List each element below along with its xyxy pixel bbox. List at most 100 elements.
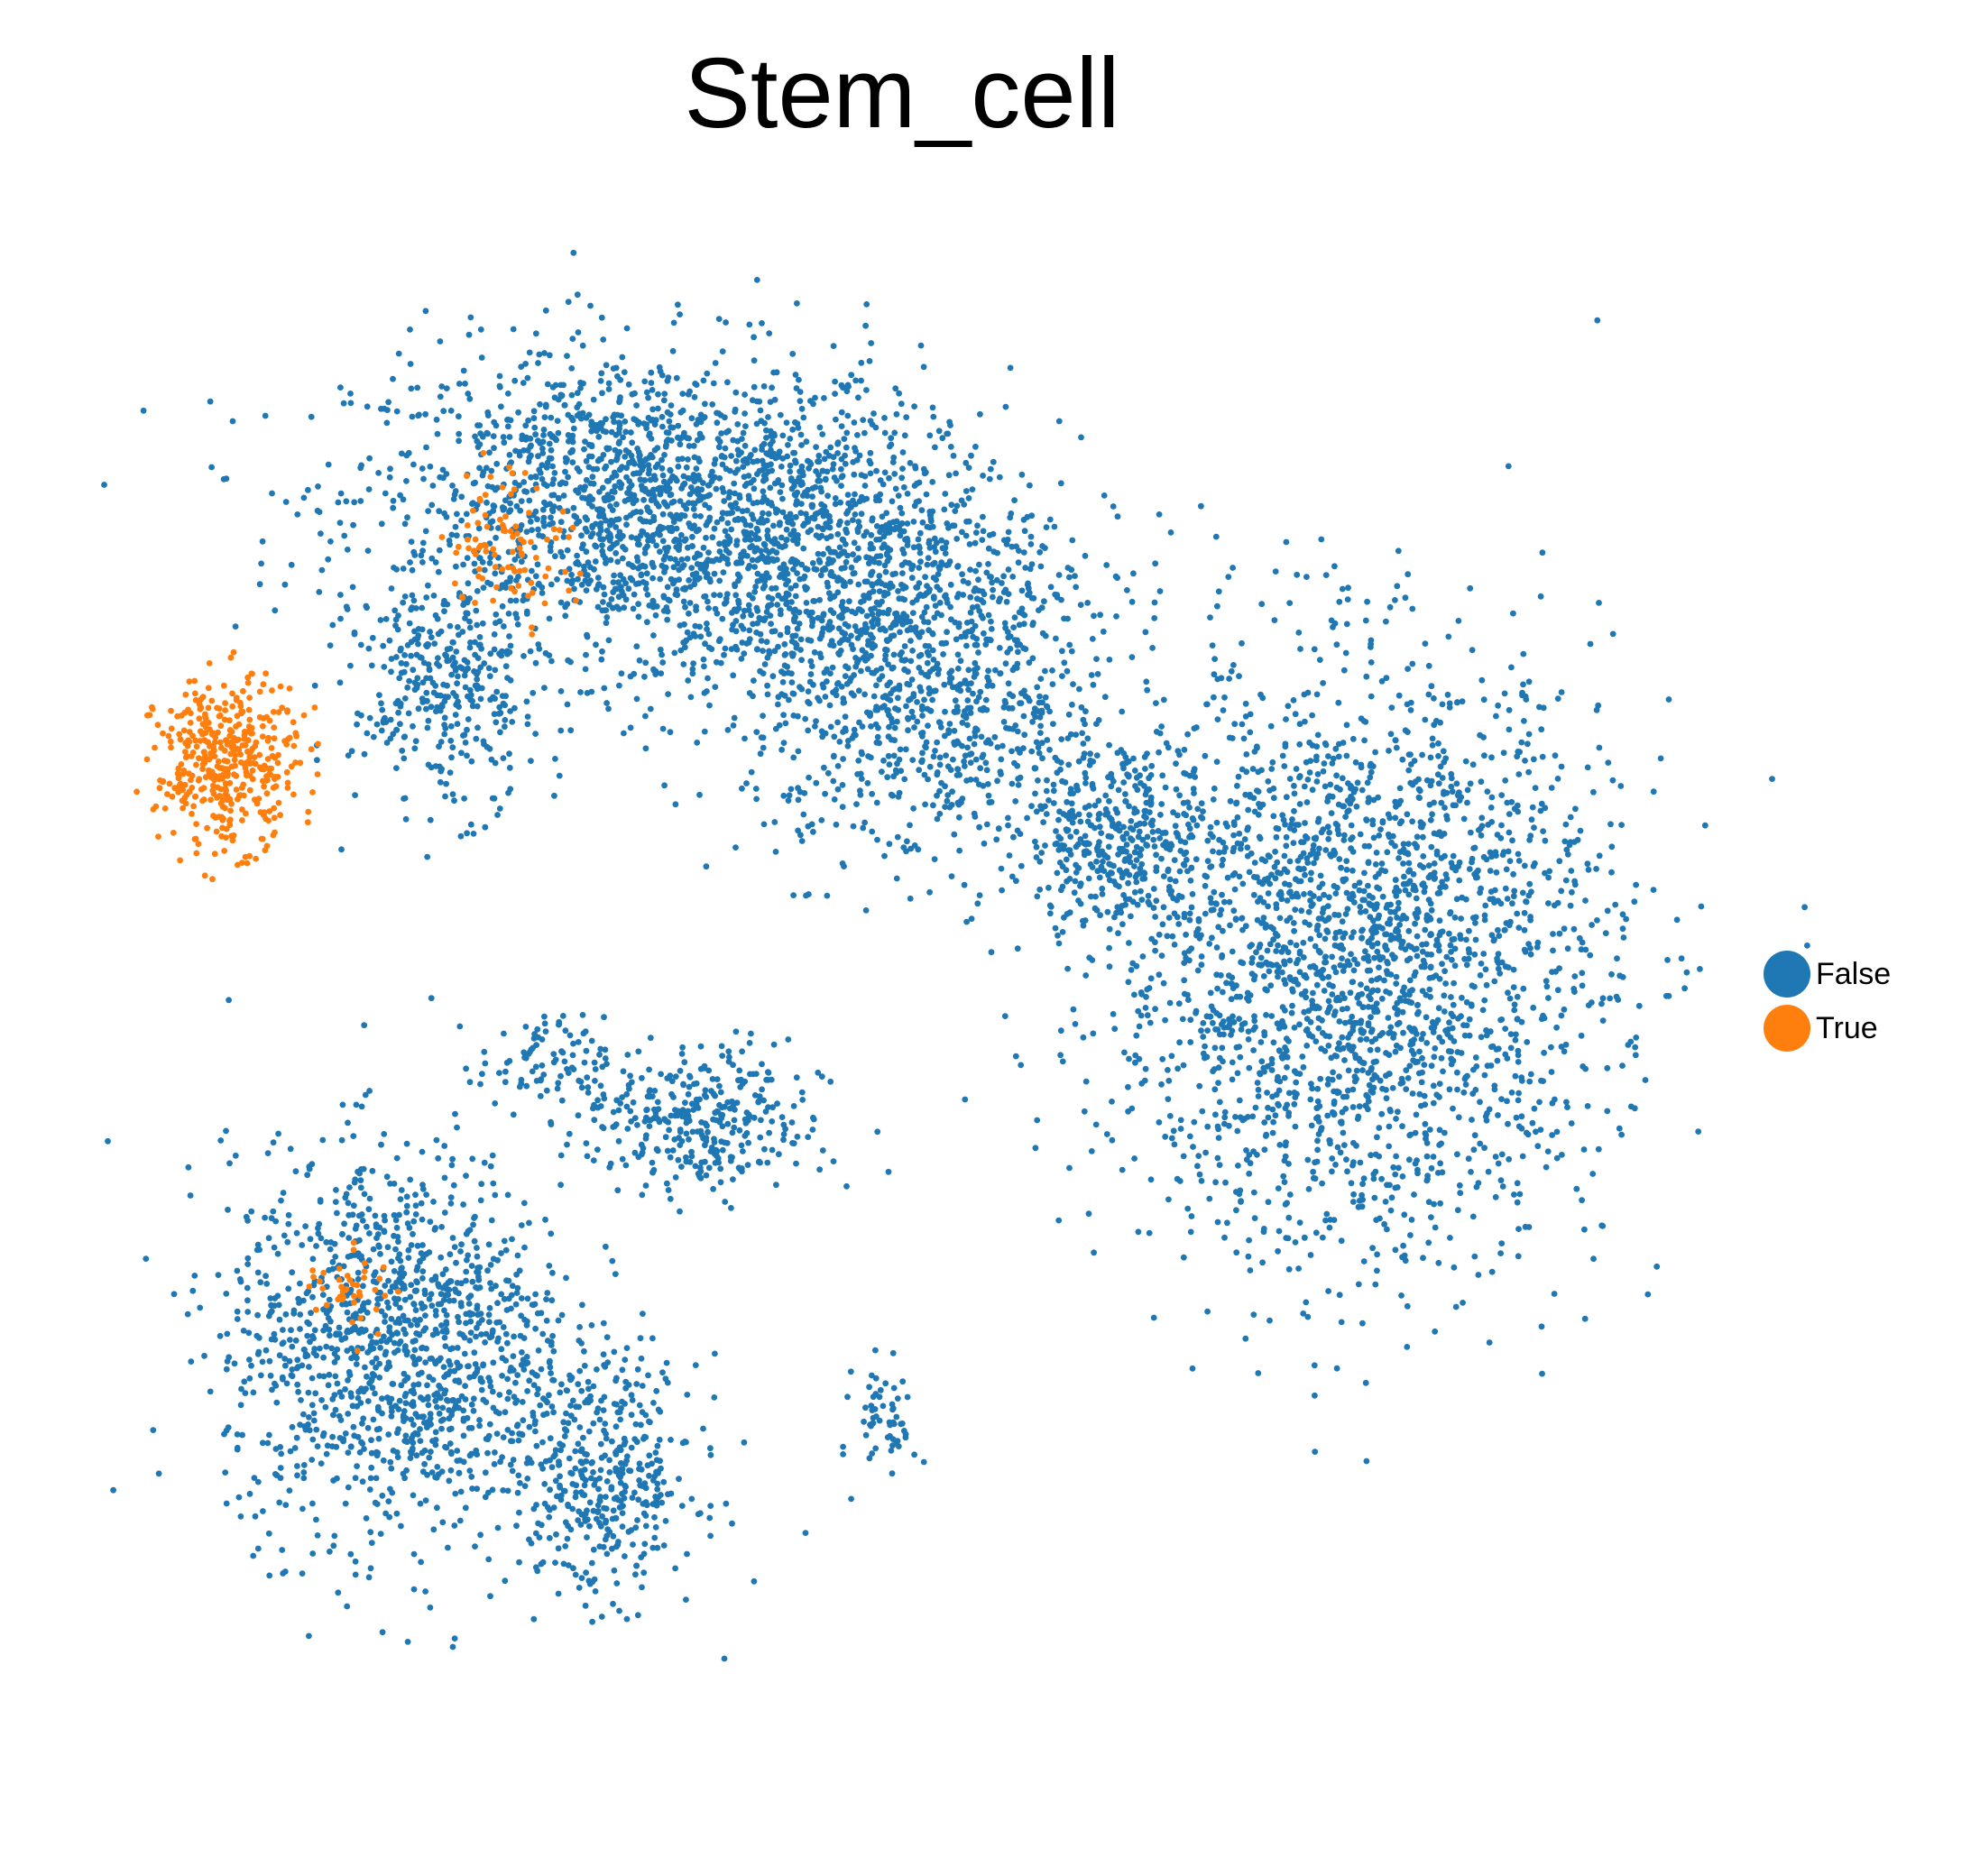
point-false: [1451, 945, 1459, 952]
point-false: [706, 492, 713, 499]
point-false: [1121, 870, 1128, 877]
point-false: [657, 548, 663, 555]
point-false: [884, 682, 891, 689]
point-false: [581, 446, 587, 453]
point-false: [863, 612, 870, 620]
point-false: [569, 336, 576, 342]
point-false: [1448, 783, 1455, 790]
point-false: [1418, 1035, 1425, 1043]
point-false: [1144, 842, 1151, 849]
point-false: [1044, 737, 1051, 743]
point-false: [844, 665, 852, 672]
point-false: [1464, 786, 1471, 794]
point-false: [686, 491, 694, 498]
point-false: [555, 495, 562, 502]
point-false: [897, 504, 904, 511]
point-false: [1082, 805, 1089, 811]
point-false: [798, 501, 805, 507]
point-false: [1358, 764, 1365, 771]
point-false: [661, 391, 668, 397]
point-false: [1043, 524, 1050, 530]
point-false: [1116, 867, 1123, 874]
point-false: [1444, 691, 1451, 698]
point-false: [397, 703, 404, 710]
point-false: [677, 441, 684, 448]
point-false: [1183, 770, 1190, 777]
point-false: [1015, 782, 1022, 788]
point-false: [796, 376, 802, 383]
point-false: [1506, 706, 1513, 713]
point-false: [1359, 1320, 1366, 1327]
point-false: [956, 847, 962, 854]
point-false: [1395, 928, 1402, 934]
point-false: [750, 621, 756, 628]
point-false: [844, 520, 851, 527]
point-false: [838, 423, 845, 429]
point-false: [809, 560, 816, 566]
point-false: [893, 875, 900, 882]
point-false: [1345, 584, 1351, 592]
point-false: [867, 631, 874, 639]
point-false: [1466, 1032, 1473, 1039]
point-false: [896, 390, 902, 397]
point-false: [1477, 1140, 1484, 1147]
point-false: [950, 452, 957, 459]
point-false: [1105, 832, 1112, 840]
point-false: [940, 651, 946, 658]
point-false: [580, 380, 586, 387]
point-false: [1057, 887, 1064, 894]
point-false: [763, 639, 770, 646]
point-false: [1069, 819, 1076, 826]
point-false: [1435, 1005, 1442, 1012]
point-false: [631, 591, 638, 598]
point-false: [616, 438, 622, 446]
point-false: [965, 667, 972, 674]
point-false: [1026, 589, 1033, 596]
point-false: [722, 445, 729, 452]
point-false: [907, 460, 914, 466]
point-false: [579, 494, 585, 501]
point-false: [664, 584, 671, 591]
point-false: [877, 477, 884, 483]
point-false: [1024, 814, 1030, 822]
point-false: [763, 450, 770, 456]
point-false: [1018, 700, 1025, 706]
point-false: [1010, 624, 1017, 630]
point-false: [663, 483, 669, 491]
point-false: [529, 527, 535, 533]
point-false: [496, 372, 503, 380]
point-false: [1067, 833, 1074, 840]
point-false: [796, 621, 803, 627]
point-false: [962, 488, 970, 494]
point-false: [408, 639, 415, 645]
point-false: [900, 483, 907, 491]
point-false: [382, 616, 390, 622]
point-false: [919, 730, 926, 736]
point-false: [1181, 960, 1188, 966]
point-false: [1456, 797, 1463, 804]
point-false: [1484, 1062, 1491, 1070]
point-false: [329, 621, 336, 629]
point-false: [1332, 890, 1340, 897]
point-false: [542, 649, 549, 657]
point-false: [948, 675, 955, 682]
point-false: [1156, 730, 1164, 737]
point-false: [680, 473, 687, 480]
point-false: [1001, 620, 1009, 627]
point-false: [474, 621, 481, 629]
point-false: [753, 795, 760, 803]
point-false: [443, 471, 450, 477]
point-false: [1037, 676, 1045, 682]
point-false: [1497, 1016, 1504, 1024]
point-false: [1133, 774, 1140, 781]
point-false: [770, 540, 778, 547]
point-false: [428, 704, 435, 711]
point-false: [504, 416, 511, 423]
point-false: [490, 433, 497, 439]
point-false: [403, 478, 410, 484]
point-false: [465, 391, 472, 397]
point-false: [916, 665, 923, 671]
point-false: [429, 483, 437, 489]
point-false: [1221, 1114, 1229, 1121]
point-false: [1526, 1078, 1534, 1085]
